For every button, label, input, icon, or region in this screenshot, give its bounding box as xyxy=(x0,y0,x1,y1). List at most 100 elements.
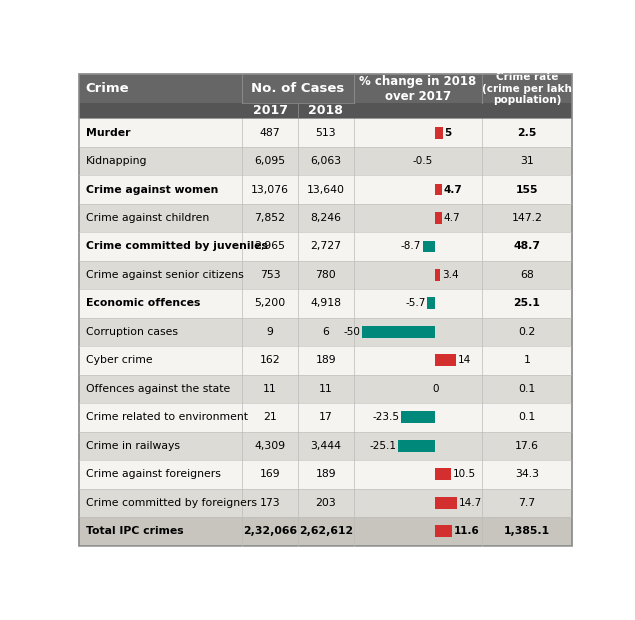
Text: Murder: Murder xyxy=(86,128,130,138)
Bar xyxy=(242,346,298,374)
Bar xyxy=(436,497,457,509)
Bar xyxy=(298,346,354,374)
Text: 513: 513 xyxy=(316,128,336,138)
Bar xyxy=(483,289,572,317)
Bar xyxy=(242,103,298,118)
Text: -5.7: -5.7 xyxy=(405,298,425,309)
Bar xyxy=(79,232,242,261)
Bar xyxy=(436,269,441,281)
Text: 17: 17 xyxy=(319,412,333,422)
Bar xyxy=(483,517,572,546)
Bar xyxy=(436,525,453,538)
Text: 10.5: 10.5 xyxy=(452,469,476,479)
Bar xyxy=(79,204,242,232)
Bar xyxy=(242,489,298,517)
Bar xyxy=(423,241,436,252)
Bar xyxy=(79,432,242,460)
Bar xyxy=(483,118,572,147)
Text: Crime against senior citizens: Crime against senior citizens xyxy=(86,270,243,280)
Bar xyxy=(79,74,242,103)
Bar xyxy=(354,432,483,460)
Bar xyxy=(79,147,242,175)
Bar xyxy=(79,289,242,317)
Bar xyxy=(298,261,354,289)
Text: 2,32,066: 2,32,066 xyxy=(243,526,297,536)
Text: 13,076: 13,076 xyxy=(251,185,289,195)
Text: 753: 753 xyxy=(260,270,280,280)
Bar xyxy=(242,118,298,147)
Text: % change in 2018
over 2017: % change in 2018 over 2017 xyxy=(359,74,477,103)
Bar xyxy=(483,147,572,175)
Bar xyxy=(354,147,483,175)
Text: 147.2: 147.2 xyxy=(512,213,542,223)
Bar xyxy=(354,103,483,118)
Text: 5,200: 5,200 xyxy=(255,298,286,309)
Bar xyxy=(436,212,443,224)
Text: 3.4: 3.4 xyxy=(442,270,458,280)
Bar xyxy=(436,355,456,366)
Text: 173: 173 xyxy=(260,498,280,508)
Bar xyxy=(483,261,572,289)
Text: 155: 155 xyxy=(516,185,538,195)
Text: 4,309: 4,309 xyxy=(255,441,286,451)
Bar xyxy=(242,204,298,232)
Text: -50: -50 xyxy=(344,327,360,337)
Text: 17.6: 17.6 xyxy=(515,441,539,451)
Bar xyxy=(483,317,572,346)
Bar xyxy=(354,374,483,403)
Text: 203: 203 xyxy=(316,498,336,508)
Bar xyxy=(483,489,572,517)
Bar xyxy=(436,469,451,481)
Text: 13,640: 13,640 xyxy=(307,185,345,195)
Text: 7.7: 7.7 xyxy=(518,498,535,508)
Bar xyxy=(79,175,242,204)
Bar xyxy=(354,517,483,546)
Bar xyxy=(242,261,298,289)
Bar xyxy=(436,126,443,138)
Bar xyxy=(354,74,483,103)
Bar xyxy=(435,155,436,167)
Text: -0.5: -0.5 xyxy=(413,156,433,166)
Bar xyxy=(354,261,483,289)
Bar xyxy=(242,374,298,403)
Bar xyxy=(298,147,354,175)
Text: Crime against women: Crime against women xyxy=(86,185,218,195)
Bar xyxy=(483,346,572,374)
Text: Kidnapping: Kidnapping xyxy=(86,156,147,166)
Text: 14: 14 xyxy=(458,355,471,365)
Bar xyxy=(298,432,354,460)
Text: 5: 5 xyxy=(444,128,451,138)
Text: No. of Cases: No. of Cases xyxy=(251,82,345,95)
Bar xyxy=(354,489,483,517)
Text: 6: 6 xyxy=(323,327,330,337)
Text: Crime against children: Crime against children xyxy=(86,213,209,223)
Bar xyxy=(354,204,483,232)
Bar xyxy=(242,147,298,175)
Text: 68: 68 xyxy=(520,270,534,280)
Bar xyxy=(483,432,572,460)
Bar xyxy=(483,103,572,118)
Text: 48.7: 48.7 xyxy=(514,242,540,252)
Text: 189: 189 xyxy=(316,355,336,365)
Bar xyxy=(242,403,298,432)
Text: 2018: 2018 xyxy=(309,104,344,117)
Bar xyxy=(242,289,298,317)
Bar xyxy=(483,460,572,489)
Text: Crime committed by juveniles: Crime committed by juveniles xyxy=(86,242,267,252)
Text: -8.7: -8.7 xyxy=(401,242,421,252)
Text: Economic offences: Economic offences xyxy=(86,298,200,309)
Text: 162: 162 xyxy=(260,355,280,365)
Text: 4,918: 4,918 xyxy=(311,298,342,309)
Bar xyxy=(354,232,483,261)
Text: 0: 0 xyxy=(432,384,439,394)
Text: 1: 1 xyxy=(523,355,530,365)
Text: Corruption cases: Corruption cases xyxy=(86,327,178,337)
Bar xyxy=(483,175,572,204)
Text: 4.7: 4.7 xyxy=(444,213,460,223)
Bar xyxy=(242,74,354,103)
Text: 2.5: 2.5 xyxy=(518,128,537,138)
Bar xyxy=(242,175,298,204)
Bar xyxy=(79,317,242,346)
Text: -25.1: -25.1 xyxy=(370,441,397,451)
Bar xyxy=(242,232,298,261)
